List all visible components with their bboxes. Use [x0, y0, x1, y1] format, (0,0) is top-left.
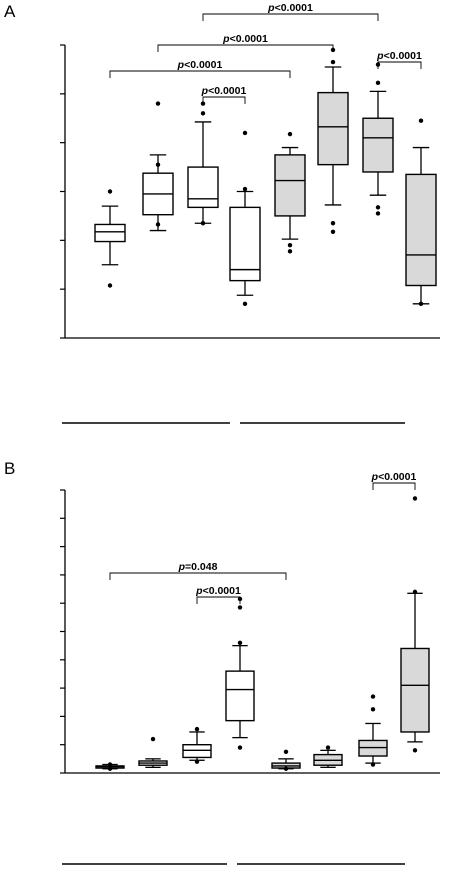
outlier-point: [370, 707, 376, 712]
box-iqr: [225, 670, 255, 722]
outlier-point: [375, 80, 381, 86]
outlier-point: [107, 766, 113, 771]
outlier-point: [242, 301, 248, 307]
box-iqr: [405, 173, 437, 287]
significance-bracket: p<0.0001: [109, 59, 291, 78]
box-iqr: [362, 117, 394, 173]
box-iqr: [187, 166, 219, 209]
box-6: [317, 47, 349, 234]
bracket-line: [377, 61, 422, 69]
box-3: [182, 726, 212, 764]
p-value-label: p<0.0001: [177, 59, 223, 71]
box-3: [187, 101, 219, 226]
outlier-point: [330, 229, 336, 234]
significance-bracket: p<0.0001: [371, 471, 417, 490]
outlier-point: [107, 189, 113, 194]
outlier-point: [412, 589, 418, 595]
outlier-point: [150, 736, 156, 742]
outlier-point: [200, 221, 206, 226]
outlier-point: [287, 131, 293, 137]
bracket-line: [157, 44, 334, 52]
box-6: [313, 745, 343, 768]
box-1: [94, 189, 126, 288]
box-7: [362, 62, 394, 216]
box-2: [142, 101, 174, 232]
outlier-point: [287, 243, 293, 248]
significance-bracket: p<0.0001: [201, 85, 247, 104]
box-iqr: [358, 739, 388, 757]
p-value-label: p<0.0001: [371, 471, 417, 483]
outlier-point: [155, 222, 161, 227]
box-5: [271, 749, 301, 771]
bracket-line: [109, 70, 291, 78]
box-iqr: [274, 154, 306, 217]
outlier-point: [155, 162, 161, 167]
box-iqr: [229, 206, 261, 282]
outlier-point: [418, 301, 424, 307]
outlier-point: [370, 694, 376, 699]
box-4: [229, 130, 261, 307]
bracket-line: [202, 96, 246, 104]
outlier-point: [418, 118, 424, 123]
p-value-label: p<0.0001: [195, 585, 241, 597]
significance-bracket: p<0.0001: [202, 2, 379, 21]
outlier-point: [242, 130, 248, 136]
bracket-line: [109, 572, 287, 580]
box-iqr: [317, 91, 349, 166]
outlier-point: [375, 211, 381, 216]
box-2: [138, 736, 168, 768]
outlier-point: [200, 111, 206, 116]
outlier-point: [330, 221, 336, 226]
outlier-point: [283, 749, 289, 754]
significance-bracket: p<0.0001: [195, 585, 241, 604]
significance-bracket: p<0.0001: [157, 33, 334, 52]
outlier-point: [370, 762, 376, 767]
outlier-point: [325, 745, 331, 750]
p-value-label: p<0.0001: [267, 2, 313, 14]
outlier-point: [242, 186, 248, 192]
bracket-line: [196, 596, 241, 604]
box-iqr: [400, 647, 430, 733]
box-4: [225, 596, 255, 750]
outlier-point: [194, 726, 200, 732]
box-iqr: [94, 223, 126, 243]
outlier-point: [283, 766, 289, 771]
outlier-point: [287, 249, 293, 254]
box-5: [274, 131, 306, 254]
p-value-label: p<0.0001: [201, 85, 247, 97]
bracket-line: [202, 13, 379, 21]
outlier-point: [237, 745, 243, 750]
outlier-point: [412, 748, 418, 753]
panel-label-a: A: [4, 2, 16, 21]
panel-b: p=0.048 p<0.0001 p<0.0001: [60, 471, 440, 865]
box-8: [400, 496, 430, 753]
outlier-point: [107, 762, 113, 767]
outlier-point: [330, 59, 336, 65]
p-value-label: p<0.0001: [376, 50, 422, 62]
significance-bracket: p<0.0001: [376, 50, 422, 69]
outlier-point: [237, 605, 243, 610]
outlier-point: [375, 205, 381, 210]
box-8: [405, 118, 437, 307]
box-1: [95, 762, 125, 771]
panel-label-b: B: [4, 459, 15, 478]
box-7: [358, 694, 388, 767]
p-value-label: p=0.048: [178, 561, 218, 573]
outlier-point: [412, 496, 418, 501]
bracket-line: [372, 482, 416, 490]
outlier-point: [237, 640, 243, 646]
outlier-point: [155, 101, 161, 106]
box-iqr: [182, 744, 212, 759]
p-value-label: p<0.0001: [222, 33, 268, 45]
panel-a: p<0.0001 p<0.0001 p<0.0001 p<0.0001 p<0.0001: [60, 2, 440, 424]
significance-bracket: p=0.048: [109, 561, 287, 580]
outlier-point: [107, 283, 113, 288]
outlier-point: [194, 759, 200, 764]
